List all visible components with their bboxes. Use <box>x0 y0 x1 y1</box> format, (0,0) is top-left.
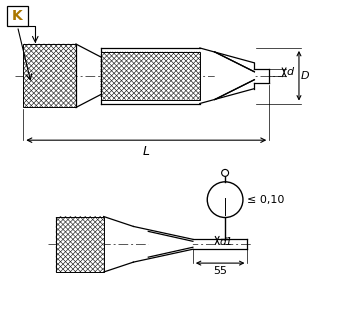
Bar <box>56 216 104 272</box>
Polygon shape <box>148 232 193 257</box>
Circle shape <box>222 169 229 176</box>
Bar <box>23 44 76 108</box>
Circle shape <box>207 182 243 217</box>
Text: D: D <box>301 71 310 81</box>
Polygon shape <box>104 216 134 272</box>
Bar <box>101 52 200 99</box>
Polygon shape <box>200 48 255 103</box>
Polygon shape <box>76 44 101 108</box>
Polygon shape <box>215 52 255 99</box>
Text: K: K <box>12 9 23 23</box>
Bar <box>6 6 28 26</box>
Text: 55: 55 <box>213 266 227 276</box>
Text: L: L <box>143 145 150 158</box>
Text: d: d <box>286 67 293 77</box>
Text: ≤ 0,10: ≤ 0,10 <box>247 195 284 205</box>
Polygon shape <box>134 226 193 262</box>
Text: d1: d1 <box>219 237 233 247</box>
